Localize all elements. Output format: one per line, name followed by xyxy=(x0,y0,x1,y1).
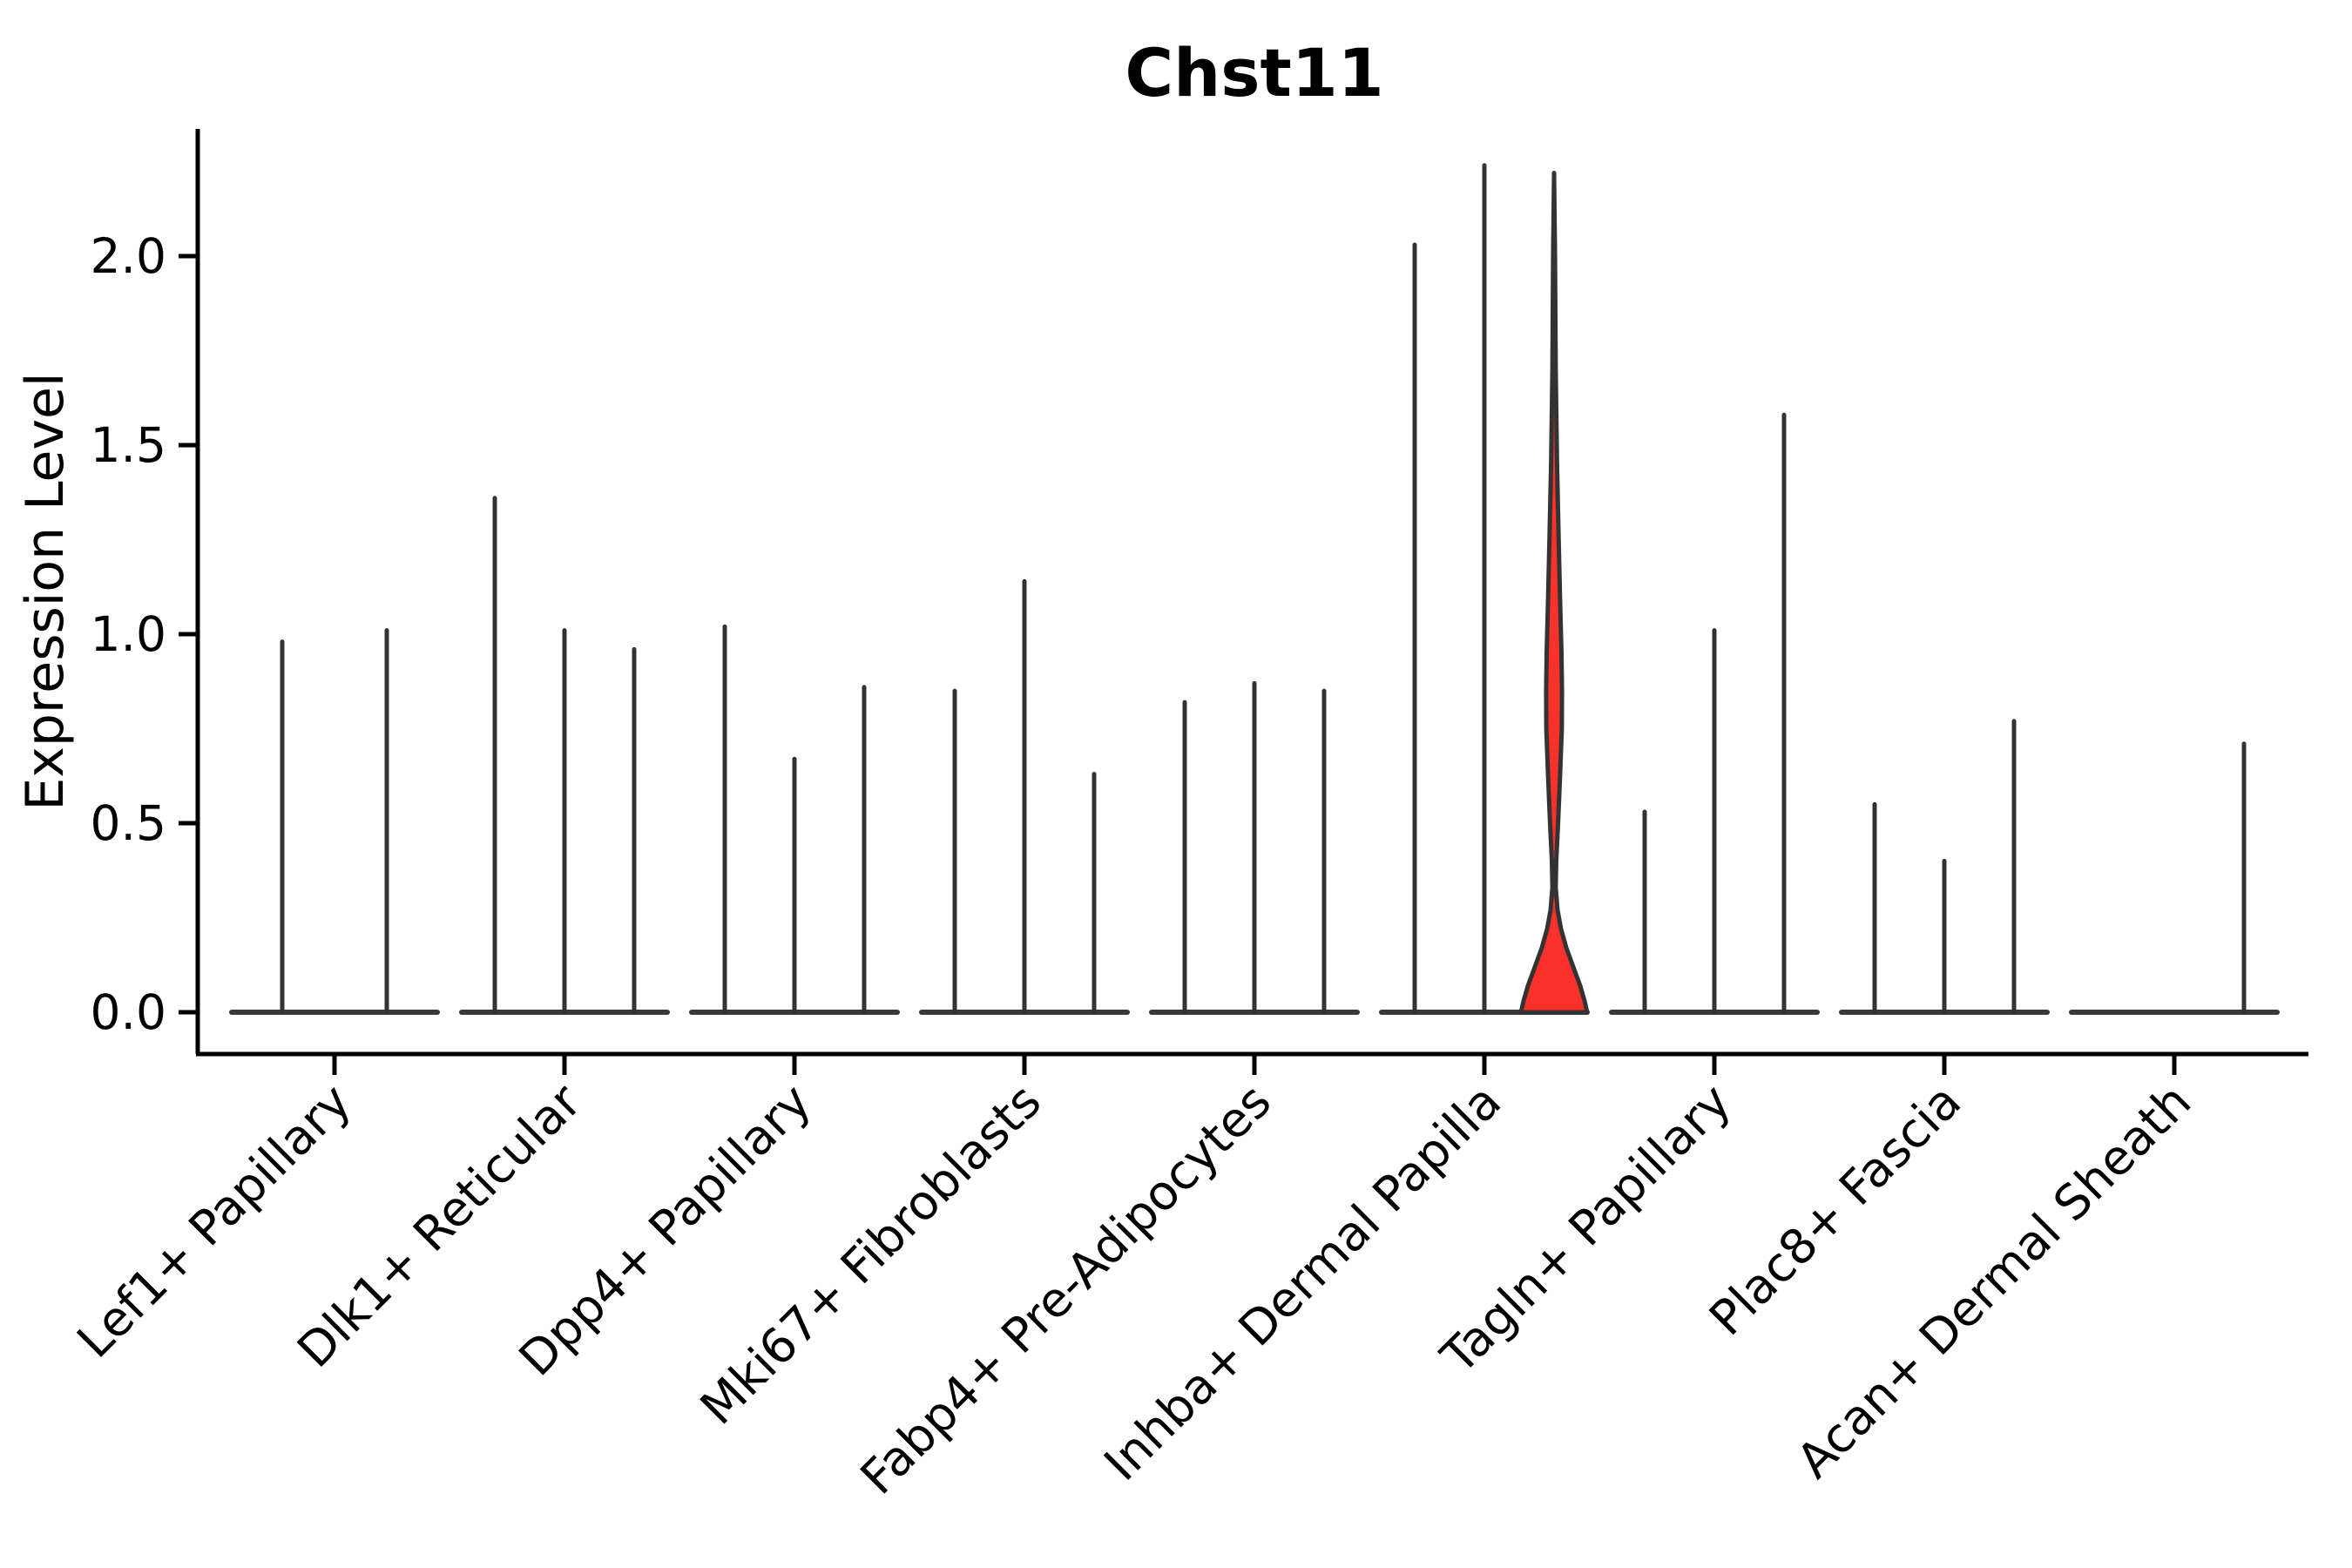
chart-title: Chst11 xyxy=(1125,34,1383,112)
y-axis-label: Expression Level xyxy=(15,372,76,810)
y-tick-label-2: 1.0 xyxy=(91,606,166,662)
x-tick-label-8: Acan+ Dermal Sheath xyxy=(1786,1073,2201,1489)
y-tick-label-0: 0.0 xyxy=(91,984,166,1040)
y-tick-label-4: 2.0 xyxy=(91,228,166,284)
y-tick-label-3: 1.5 xyxy=(91,417,166,473)
x-tick-label-4: Fabp4+ Pre-Adipocytes xyxy=(849,1073,1281,1505)
y-tick-label-1: 0.5 xyxy=(91,795,166,851)
violin-highlighted xyxy=(1518,171,1590,1015)
x-tick-label-5: Inhba+ Dermal Papilla xyxy=(1093,1073,1511,1491)
